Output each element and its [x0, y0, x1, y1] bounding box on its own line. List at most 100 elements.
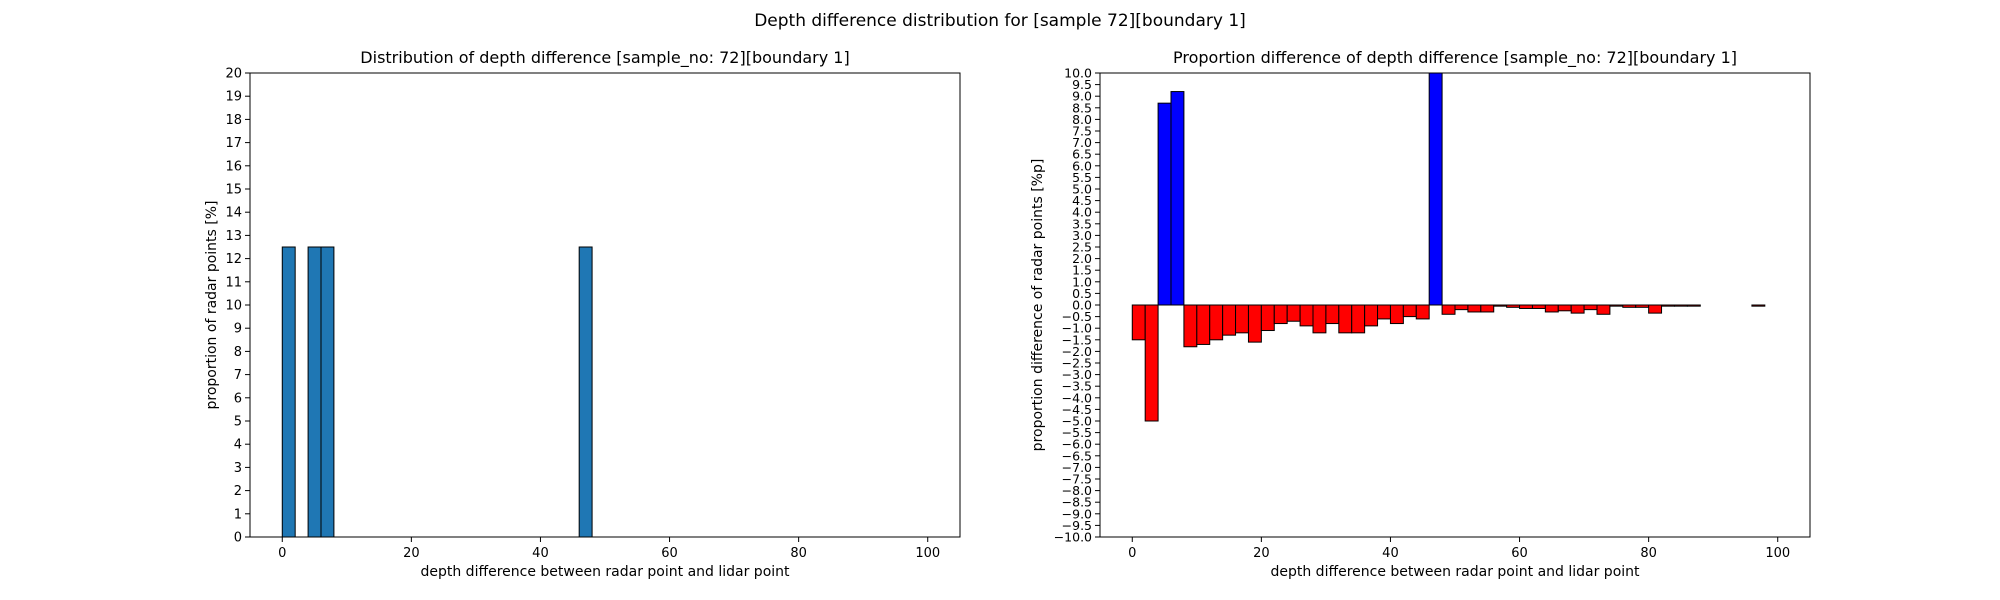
- right-bar: [1131, 304, 1146, 341]
- left-chart: Distribution of depth difference [sample…: [204, 48, 961, 580]
- right-y-tick-label: 8.5: [1072, 100, 1092, 115]
- right-bar: [1402, 304, 1417, 318]
- right-x-tick-label: 60: [1511, 546, 1528, 561]
- left-y-tick-label: 1: [234, 507, 242, 522]
- right-y-tick-label: −0.5: [1062, 309, 1092, 324]
- right-y-tick-label: −8.5: [1062, 495, 1092, 510]
- right-y-tick-label: 2.5: [1072, 240, 1092, 255]
- left-y-tick-label: 14: [225, 206, 242, 221]
- right-y-tick-label: −7.5: [1062, 472, 1092, 487]
- left-x-ticks: 0 20 40 60 80 100: [278, 537, 940, 561]
- right-y-tick-label: −7.0: [1062, 460, 1092, 475]
- right-bar: [1622, 304, 1637, 308]
- right-x-axis-label: depth difference between radar point and…: [1270, 564, 1640, 580]
- left-y-tick-label: 6: [234, 391, 242, 406]
- right-bar: [1609, 304, 1624, 307]
- right-bar: [1338, 304, 1353, 334]
- right-y-tick-label: −6.5: [1062, 448, 1092, 463]
- left-x-tick-label: 20: [403, 546, 420, 561]
- left-x-tick-label: 60: [661, 546, 678, 561]
- right-bar: [1286, 304, 1301, 322]
- right-bar: [1273, 304, 1288, 325]
- right-bar: [1312, 304, 1327, 334]
- left-x-axis-label: depth difference between radar point and…: [420, 564, 790, 580]
- right-bar: [1686, 304, 1701, 307]
- right-y-tick-label: 5.0: [1072, 182, 1092, 197]
- right-bar: [1196, 304, 1211, 345]
- right-bar: [1428, 72, 1443, 306]
- right-bar: [1570, 304, 1585, 314]
- right-y-tick-label: −1.5: [1062, 332, 1092, 347]
- left-y-axis-label: proportion of radar points [%]: [204, 200, 220, 409]
- left-y-tick-label: 13: [225, 229, 242, 244]
- left-y-tick-label: 16: [225, 159, 242, 174]
- left-y-tick-label: 7: [234, 368, 242, 383]
- left-bars: [281, 246, 593, 538]
- right-bar: [1519, 304, 1533, 309]
- right-y-tick-label: 1.0: [1072, 274, 1092, 289]
- right-bar: [1480, 304, 1495, 313]
- right-y-tick-label: −4.5: [1062, 402, 1092, 417]
- right-y-tick-label: 5.5: [1072, 170, 1092, 185]
- figure-suptitle: Depth difference distribution for [sampl…: [754, 11, 1246, 31]
- left-y-tick-label: 20: [225, 67, 242, 82]
- right-bar: [1441, 304, 1456, 315]
- right-y-tick-label: −6.0: [1062, 437, 1092, 452]
- right-y-tick-label: 10.0: [1064, 66, 1092, 81]
- right-y-tick-label: 7.5: [1072, 124, 1092, 139]
- right-y-tick-label: −2.0: [1062, 344, 1092, 359]
- left-bar: [578, 246, 593, 538]
- right-y-tick-label: 0.5: [1072, 286, 1092, 301]
- right-bar: [1377, 304, 1391, 320]
- right-y-tick-label: −9.5: [1062, 518, 1092, 533]
- right-bar: [1260, 304, 1275, 332]
- right-bar: [1157, 102, 1172, 306]
- right-bar: [1583, 304, 1598, 311]
- left-y-tick-label: 8: [234, 345, 242, 360]
- right-bar: [1325, 304, 1340, 325]
- right-x-tick-label: 40: [1382, 546, 1399, 561]
- right-bar: [1299, 304, 1314, 327]
- right-y-tick-label: −5.5: [1062, 425, 1092, 440]
- left-x-tick-label: 0: [278, 546, 286, 561]
- right-y-tick-label: −3.0: [1062, 367, 1092, 382]
- right-y-tick-label: −3.5: [1062, 379, 1092, 394]
- right-bar: [1415, 304, 1430, 320]
- right-y-tick-label: −5.0: [1062, 414, 1092, 429]
- right-y-tick-label: 0.0: [1072, 298, 1092, 313]
- right-y-tick-label: 3.5: [1072, 216, 1092, 231]
- right-bar: [1389, 304, 1404, 325]
- right-y-tick-label: −9.0: [1062, 506, 1092, 521]
- right-y-tick-label: −10.0: [1054, 530, 1092, 545]
- right-bar: [1467, 304, 1482, 313]
- right-bar: [1209, 304, 1224, 341]
- right-x-tick-label: 80: [1640, 546, 1657, 561]
- right-y-axis-label: proportion difference of radar points [%…: [1030, 159, 1046, 452]
- right-bar: [1144, 304, 1159, 422]
- right-bar: [1557, 304, 1572, 312]
- right-bar: [1493, 304, 1508, 307]
- left-x-tick-label: 40: [532, 546, 549, 561]
- right-y-tick-label: 4.5: [1072, 193, 1092, 208]
- left-y-tick-label: 3: [234, 461, 242, 476]
- left-chart-title: Distribution of depth difference [sample…: [360, 48, 849, 68]
- right-bar: [1673, 304, 1688, 307]
- right-bar: [1183, 304, 1198, 348]
- left-x-tick-label: 80: [790, 546, 807, 561]
- right-y-tick-label: 1.5: [1072, 263, 1092, 278]
- left-y-tick-label: 18: [225, 113, 242, 128]
- right-x-tick-label: 20: [1253, 546, 1270, 561]
- right-y-tick-label: 3.0: [1072, 228, 1092, 243]
- right-x-ticks: 0 20 40 60 80 100: [1128, 537, 1790, 561]
- right-bar: [1648, 304, 1663, 314]
- left-y-tick-label: 5: [234, 415, 242, 430]
- right-y-tick-label: 7.0: [1072, 135, 1092, 150]
- right-chart: Proportion difference of depth differenc…: [1030, 48, 1811, 580]
- right-x-tick-label: 100: [1765, 546, 1790, 561]
- right-bar: [1506, 304, 1521, 308]
- right-y-tick-label: 9.5: [1072, 77, 1092, 92]
- right-y-tick-label: −2.5: [1062, 356, 1092, 371]
- right-y-tick-label: −4.0: [1062, 390, 1092, 405]
